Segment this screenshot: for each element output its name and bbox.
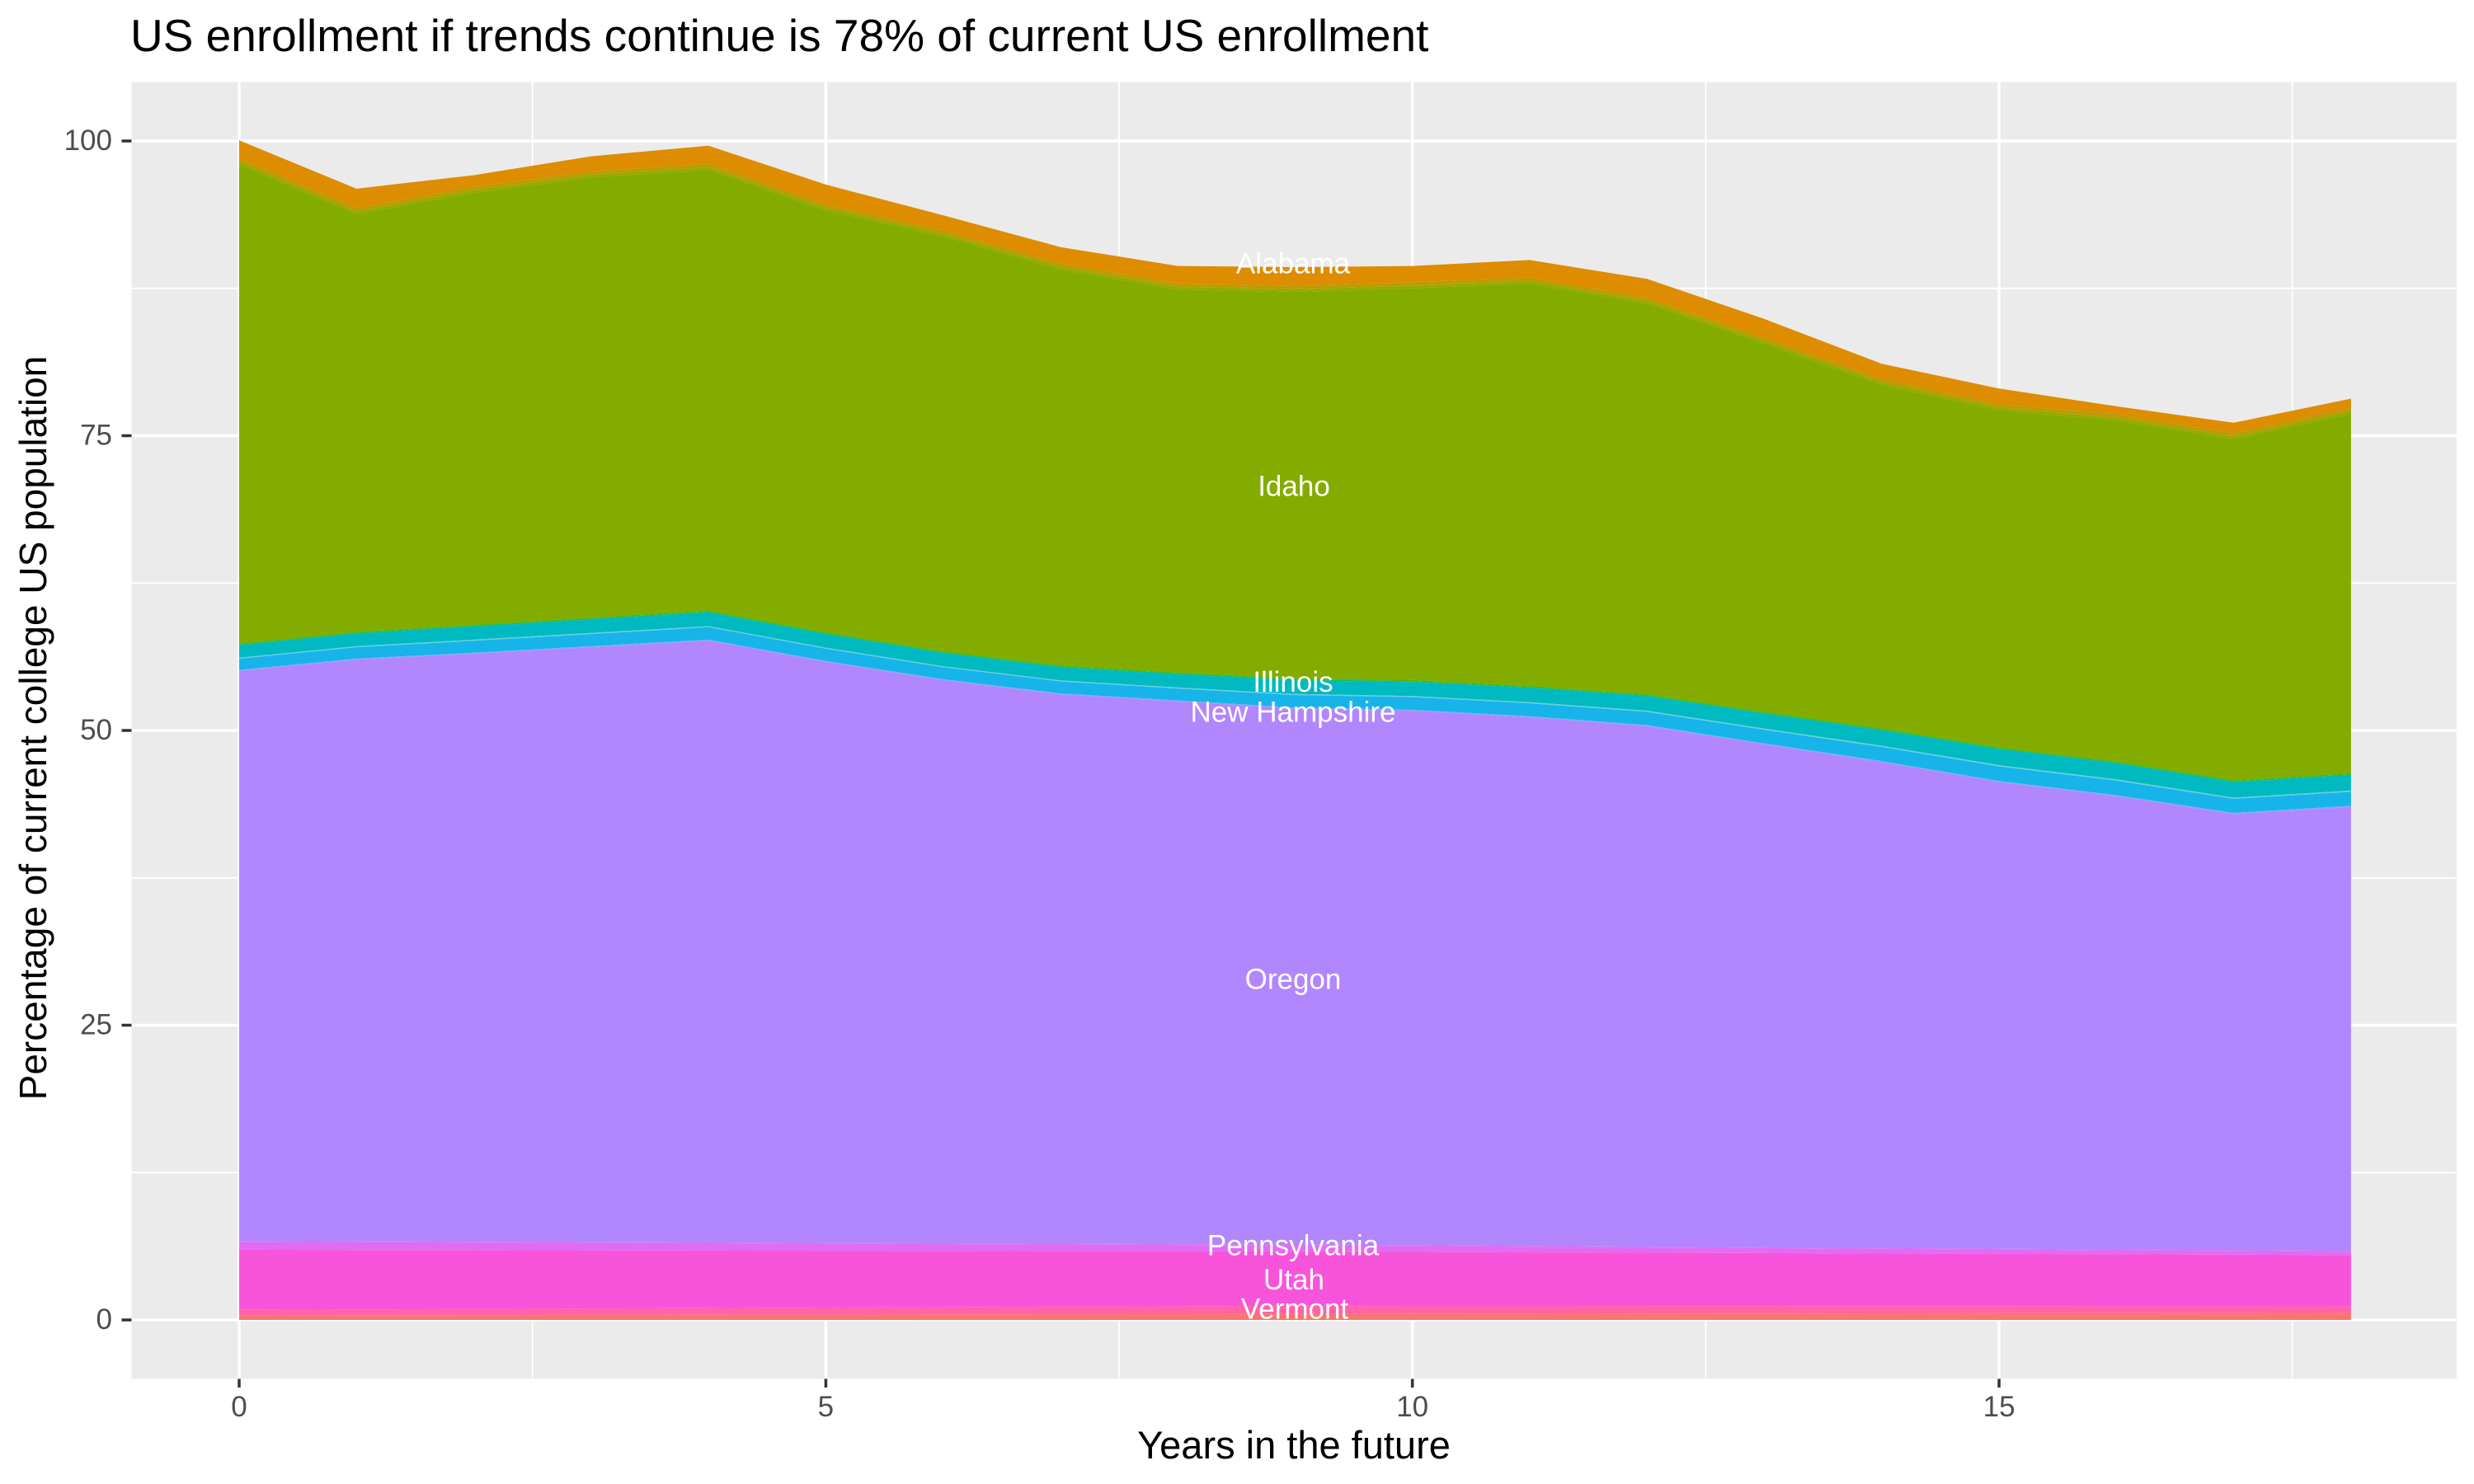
svg-text:50: 50 xyxy=(80,714,112,746)
svg-text:US enrollment if trends contin: US enrollment if trends continue is 78% … xyxy=(130,10,1428,61)
svg-text:100: 100 xyxy=(64,124,112,157)
svg-text:0: 0 xyxy=(231,1391,247,1423)
svg-text:10: 10 xyxy=(1396,1391,1428,1423)
svg-text:Alabama: Alabama xyxy=(1236,248,1351,280)
svg-text:Percentage of current college: Percentage of current college US populat… xyxy=(12,356,54,1101)
svg-text:Idaho: Idaho xyxy=(1258,471,1330,503)
svg-text:Years in the future: Years in the future xyxy=(1137,1423,1451,1467)
svg-text:Illinois: Illinois xyxy=(1253,666,1333,698)
svg-text:0: 0 xyxy=(96,1303,112,1336)
svg-text:75: 75 xyxy=(80,420,112,452)
svg-text:Utah: Utah xyxy=(1263,1264,1324,1296)
svg-text:Oregon: Oregon xyxy=(1245,964,1342,996)
svg-text:Vermont: Vermont xyxy=(1241,1294,1349,1326)
svg-text:New Hampshire: New Hampshire xyxy=(1191,697,1396,729)
svg-text:Pennsylvania: Pennsylvania xyxy=(1207,1230,1380,1262)
svg-text:5: 5 xyxy=(818,1391,834,1423)
svg-text:15: 15 xyxy=(1983,1391,2015,1423)
svg-text:25: 25 xyxy=(80,1009,112,1041)
